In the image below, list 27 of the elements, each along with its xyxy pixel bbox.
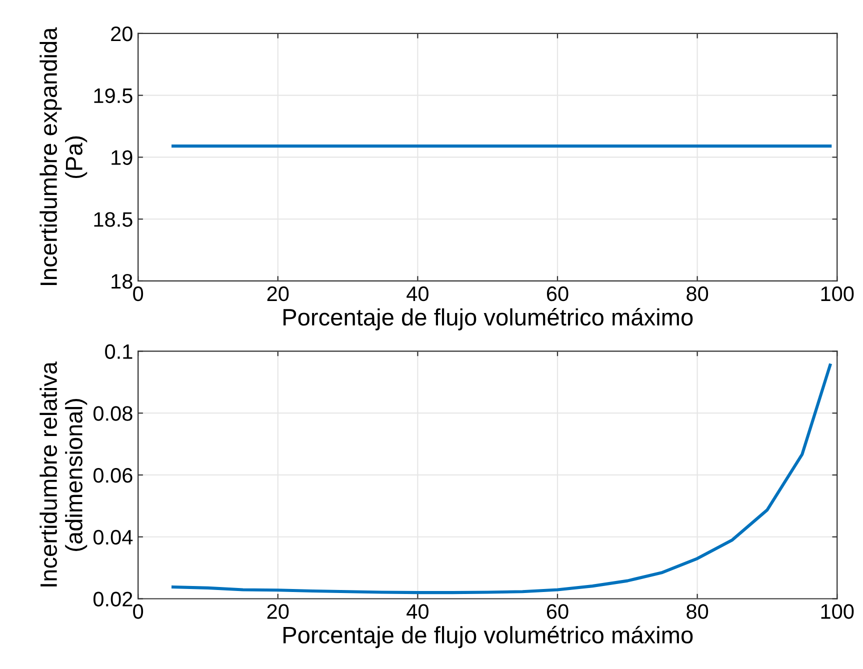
y-axis-title: Incertidumbre expandida (Pa) — [40, 27, 88, 285]
y-tick-label: 0.02 — [93, 592, 132, 607]
y-tick-label: 0.1 — [105, 344, 132, 359]
x-tick-label: 100 — [821, 286, 854, 302]
y-tick-label: 0.08 — [93, 406, 132, 421]
x-axis-title: Porcentaje de flujo volumétrico máximo — [284, 308, 693, 330]
y-tick-label: 0.04 — [93, 530, 133, 545]
y-tick-label: 0.06 — [93, 468, 132, 483]
y-tick-label: 19 — [112, 150, 132, 165]
line-series — [172, 364, 832, 594]
y-tick-label: 18.5 — [94, 212, 132, 227]
x-tick-label: 100 — [821, 604, 854, 619]
y-tick-label: 19.5 — [94, 88, 132, 104]
x-tick-label: 0 — [133, 604, 144, 619]
y-tick-label: 18 — [112, 274, 132, 289]
x-tick-label: 80 — [686, 604, 708, 619]
x-tick-label: 0 — [133, 286, 144, 302]
x-tick-label: 20 — [267, 286, 289, 302]
x-axis-title: Porcentaje de flujo volumétrico máximo — [284, 626, 693, 648]
y-tick-label: 20 — [111, 26, 132, 42]
x-tick-label: 40 — [406, 604, 428, 619]
x-tick-label: 20 — [267, 604, 289, 619]
y-axis-title: Incertidumbre relativa (adimensional) — [40, 361, 88, 586]
x-tick-label: 80 — [686, 286, 708, 302]
x-tick-label: 60 — [546, 286, 568, 302]
x-tick-label: 60 — [546, 604, 568, 619]
x-tick-label: 40 — [406, 286, 428, 302]
